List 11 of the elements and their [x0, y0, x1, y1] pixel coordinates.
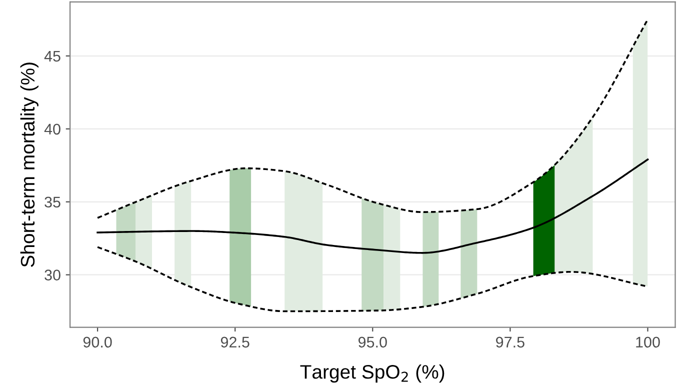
x-axis-title: Target SpO$_{2}$ (%): [300, 364, 444, 383]
y-tick-label: 35: [44, 196, 60, 208]
y-tick-label: 45: [44, 50, 60, 62]
x-tick-label: 97.5: [496, 336, 524, 348]
x-tick-label: 100: [636, 336, 660, 348]
y-tick-label: 40: [44, 124, 60, 135]
y-axis-title: Short-term mortality (%): [20, 62, 38, 267]
x-tick-label: 92.5: [220, 336, 250, 348]
x-tick-label: 95.0: [358, 336, 387, 348]
y-tick-label: 30: [44, 270, 60, 280]
x-tick-label: 90.0: [83, 336, 112, 348]
